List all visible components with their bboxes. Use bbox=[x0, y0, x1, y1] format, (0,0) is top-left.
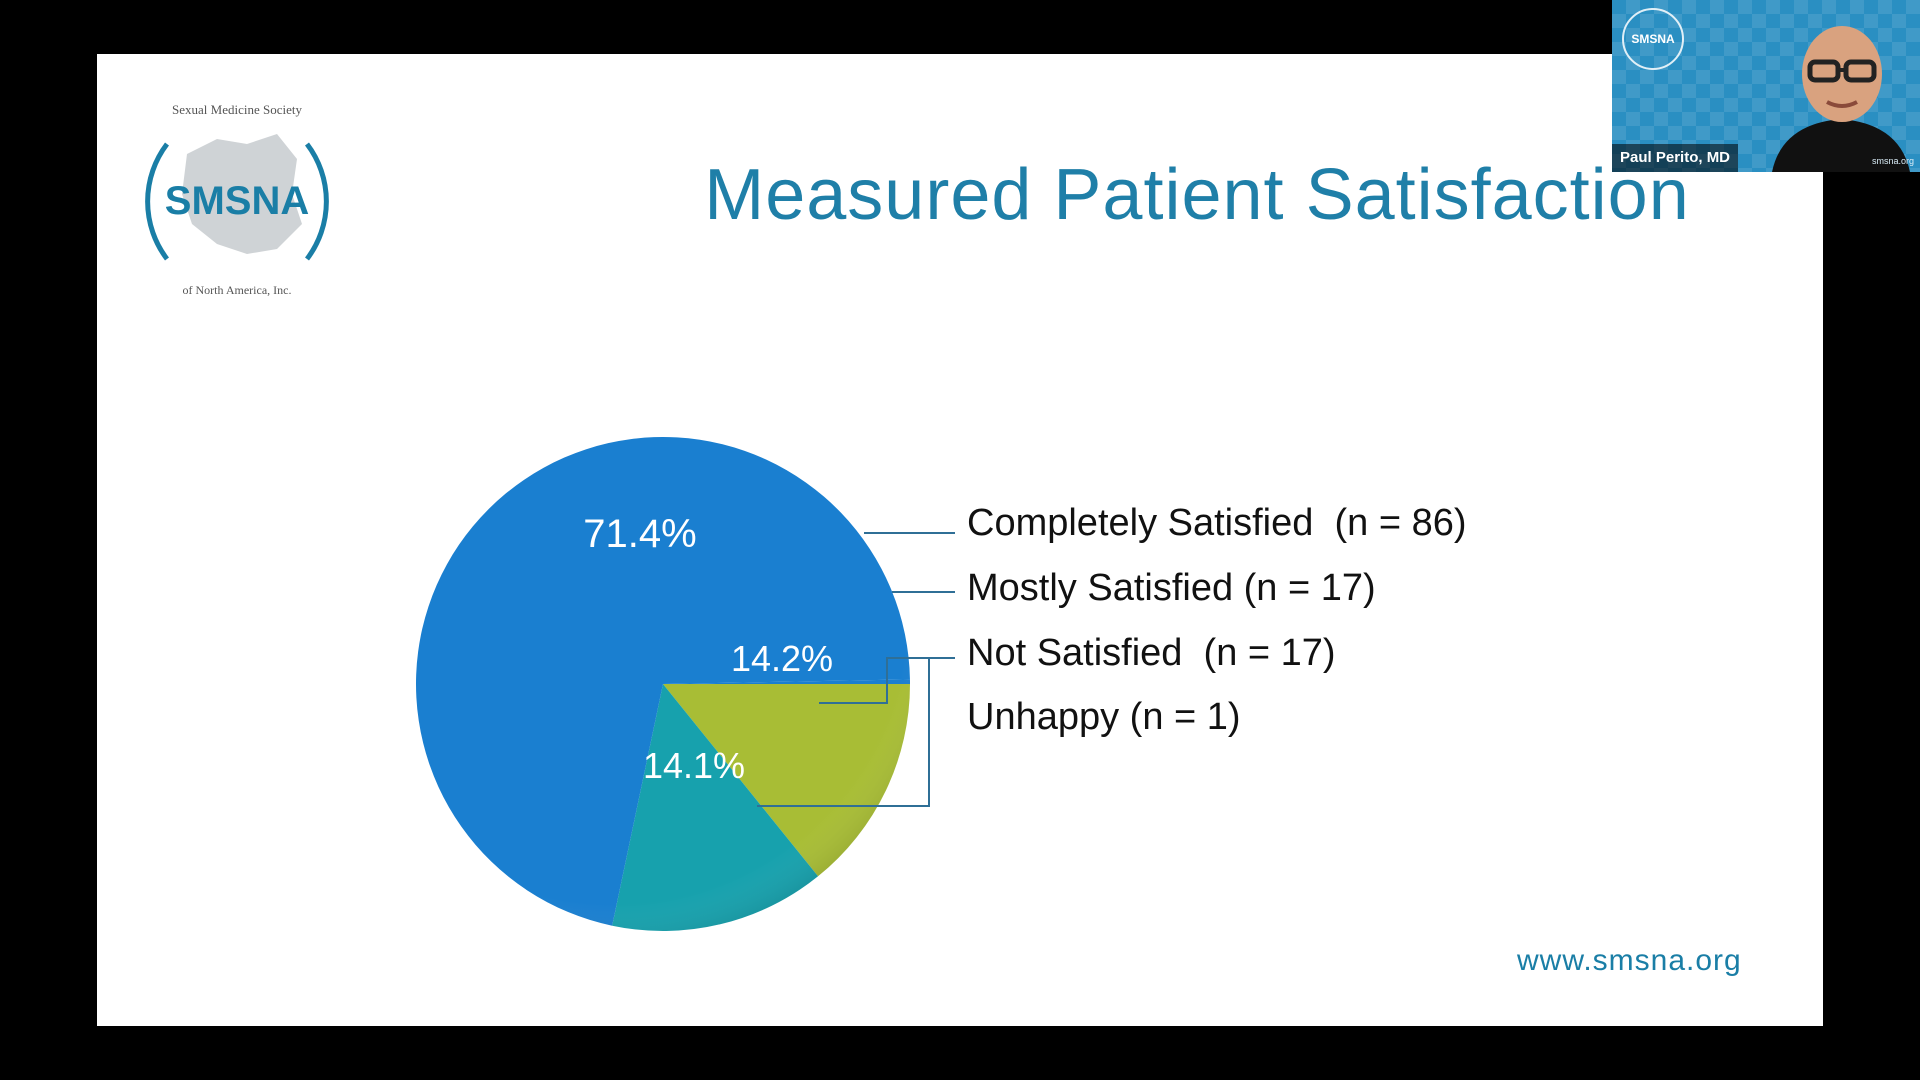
legend-entry-unhappy: Unhappy (n = 1) bbox=[967, 696, 1241, 738]
tile-logo-badge: SMSNA bbox=[1622, 8, 1684, 70]
legend-entry-mostly-satisfied: Mostly Satisfied (n = 17) bbox=[967, 567, 1376, 609]
website-url: www.smsna.org bbox=[1517, 944, 1742, 977]
logo-bottom-text: of North America, Inc. bbox=[183, 283, 292, 297]
slide: SMSNA Sexual Medicine Society of North A… bbox=[97, 54, 1823, 1026]
data-label-mostly-satisfied: 14.2% bbox=[731, 638, 833, 679]
pie-shading bbox=[416, 437, 910, 931]
logo-acronym: SMSNA bbox=[165, 179, 309, 223]
leader-line-unhappy bbox=[757, 657, 955, 807]
leader-line-not-satisfied bbox=[819, 657, 955, 704]
participant-video-tile[interactable]: SMSNA Paul Perito, MD smsna.org bbox=[1612, 0, 1920, 172]
tile-corner-text: smsna.org bbox=[1871, 156, 1914, 166]
logo-top-text: Sexual Medicine Society bbox=[172, 102, 302, 117]
participant-avatar bbox=[1772, 26, 1910, 172]
data-label-not-satisfied: 14.1% bbox=[643, 745, 745, 786]
data-label-completely-satisfied: 71.4% bbox=[583, 512, 696, 556]
legend-entry-not-satisfied: Not Satisfied (n = 17) bbox=[967, 632, 1336, 674]
legend-entry-completely-satisfied: Completely Satisfied (n = 86) bbox=[967, 502, 1467, 544]
pie-chart: 71.4% 14.2% 14.1% bbox=[416, 436, 955, 931]
slide-title: Measured Patient Satisfaction bbox=[704, 155, 1690, 235]
participant-name: Paul Perito, MD bbox=[1612, 144, 1739, 172]
smsna-logo: SMSNA Sexual Medicine Society of North A… bbox=[145, 102, 329, 297]
